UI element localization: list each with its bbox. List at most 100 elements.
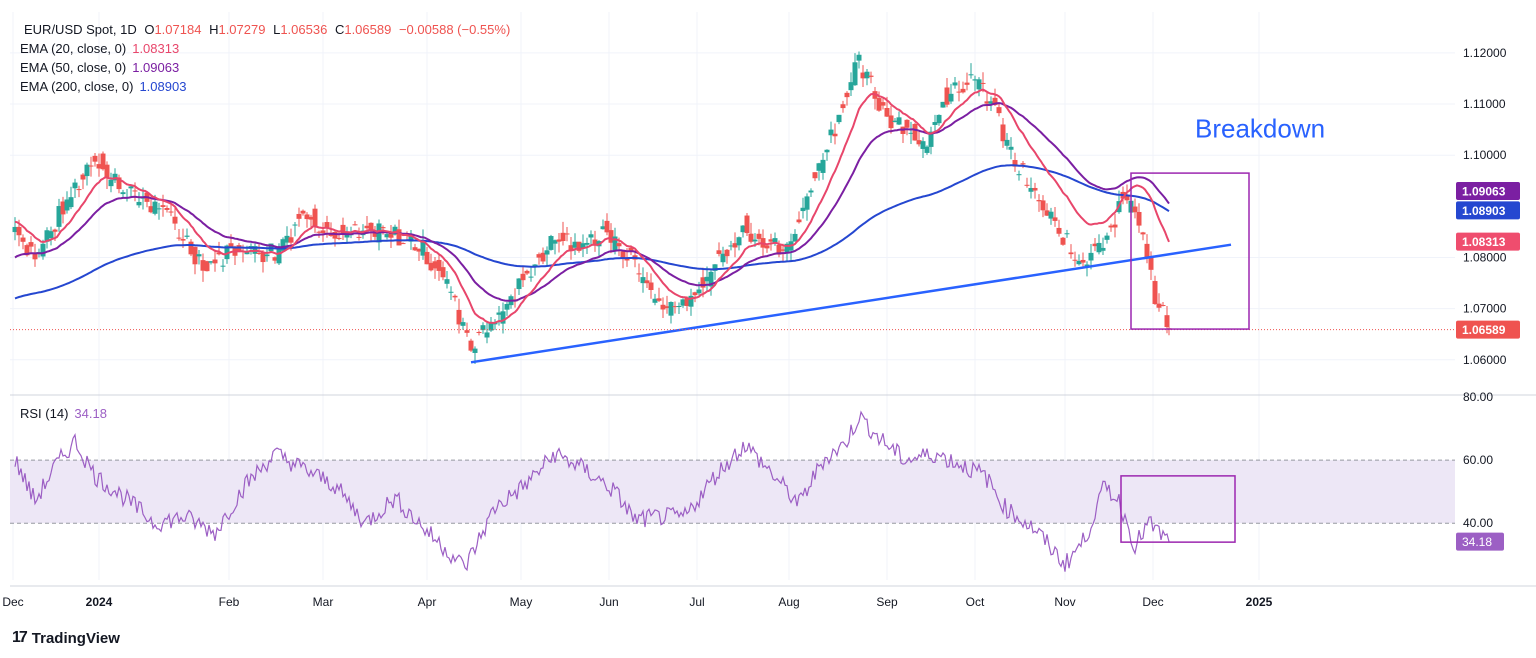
candle-body (840, 104, 846, 109)
candle-body (116, 177, 122, 190)
time-tick-label: Nov (1054, 595, 1075, 609)
candle-body (220, 265, 226, 267)
candle-body (828, 129, 834, 136)
candle-body (160, 205, 166, 207)
candle-body (748, 233, 754, 242)
time-tick-label: Aug (778, 595, 799, 609)
time-tick-label: Apr (418, 595, 437, 609)
tradingview-logo[interactable]: 17 TradingView (12, 629, 120, 647)
candle-body (488, 322, 494, 331)
candle-body (836, 114, 842, 123)
candle-body (156, 208, 162, 210)
candle-body (696, 289, 702, 294)
candle-body (200, 260, 206, 271)
candle-body (884, 107, 890, 117)
candle-body (972, 79, 978, 81)
candle-body (480, 325, 486, 331)
ema200-line (14, 164, 1170, 300)
candle-body (964, 82, 970, 85)
ema50-label: EMA (50, close, 0) (20, 60, 127, 75)
candle-body (344, 232, 350, 238)
candle-body (332, 231, 338, 239)
candle-body (96, 164, 102, 169)
price-tick-label: 1.10000 (1463, 148, 1507, 162)
candle-body (1020, 163, 1026, 165)
candle-body (820, 159, 826, 173)
price-tag-label: 1.06589 (1462, 323, 1506, 337)
candle-body (80, 174, 86, 180)
candle-body (456, 309, 462, 325)
open-value: 1.07184 (154, 22, 202, 37)
candle-body (1040, 200, 1046, 211)
candle-body (196, 254, 202, 257)
candle-body (440, 267, 446, 278)
candle-body (716, 250, 722, 254)
candle-body (40, 243, 46, 257)
candle-body (1092, 243, 1098, 247)
candle-body (940, 101, 946, 108)
candle-body (1052, 217, 1058, 221)
ema50-legend: EMA (50, close, 0) 1.09063 (20, 60, 179, 75)
candle-body (412, 247, 418, 251)
candle-body (1108, 225, 1114, 228)
candle-body (52, 229, 58, 232)
candle-body (728, 245, 734, 247)
candle-body (476, 331, 482, 333)
price-tag-label: 1.08313 (1462, 235, 1506, 249)
candle-body (304, 214, 310, 220)
candle-body (600, 226, 606, 230)
time-tick-label: 2025 (1246, 595, 1273, 609)
candle-body (312, 208, 318, 227)
candle-body (956, 91, 962, 93)
rsi-band (10, 460, 1455, 524)
candle-body (556, 239, 562, 242)
candle-body (496, 312, 502, 315)
candle-body (700, 277, 706, 288)
candle-body (1012, 160, 1018, 167)
candle-body (296, 213, 302, 219)
candle-body (1080, 259, 1086, 263)
candle-body (744, 215, 750, 234)
candle-body (228, 243, 234, 247)
candle-body (76, 189, 82, 191)
candle-body (540, 252, 546, 262)
candle-body (320, 230, 326, 234)
candle-body (84, 164, 90, 177)
candle-body (520, 273, 526, 281)
candle-body (60, 201, 66, 215)
candle-body (888, 115, 894, 129)
candle-body (16, 226, 22, 236)
candle-body (572, 241, 578, 248)
candle-body (192, 246, 198, 265)
candle-body (420, 240, 426, 256)
candle-body (672, 306, 678, 308)
candle-body (920, 141, 926, 149)
candle-body (792, 233, 798, 242)
candle-body (844, 92, 850, 98)
candle-body (1000, 124, 1006, 142)
candle-body (624, 257, 630, 261)
candle-body (1096, 242, 1102, 253)
candle-body (504, 304, 510, 310)
candle-body (172, 216, 178, 224)
candle-body (712, 264, 718, 271)
time-tick-label: Jun (599, 595, 618, 609)
rsi-axis: 80.00 60.00 40.00 (1463, 390, 1493, 530)
candle-body (776, 244, 782, 255)
candle-body (164, 207, 170, 210)
candle-body (184, 235, 190, 237)
price-tick-label: 1.11000 (1463, 97, 1506, 111)
candle-body (824, 149, 830, 153)
candle-body (796, 219, 802, 223)
candle-body (484, 332, 490, 338)
candle-body (1060, 237, 1066, 245)
time-axis: Dec 2024 Feb Mar Apr May Jun Jul Aug Sep Oct Nov Dec… (2, 595, 1272, 609)
candle-body (876, 98, 882, 111)
candle-body (896, 117, 902, 125)
candle-body (768, 239, 774, 242)
candle-body (608, 230, 614, 243)
candle-body (736, 237, 742, 246)
candle-body (380, 227, 386, 229)
candle-body (656, 298, 662, 301)
